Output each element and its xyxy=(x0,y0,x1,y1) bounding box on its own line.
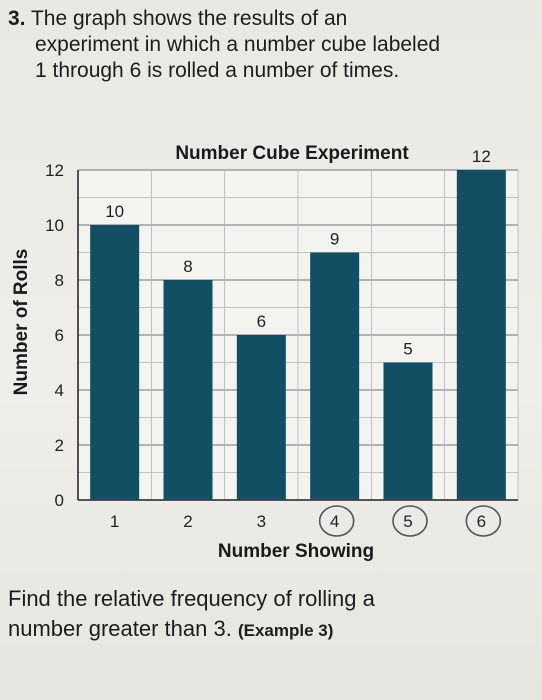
bar xyxy=(236,335,286,500)
y-tick-label: 4 xyxy=(55,381,64,400)
pen-circle-mark xyxy=(465,505,502,537)
x-axis-label: Number Showing xyxy=(218,541,374,562)
x-tick-label: 3 xyxy=(257,512,266,531)
question-number: 3. xyxy=(8,7,26,30)
data-label: 9 xyxy=(330,230,339,249)
bar xyxy=(456,170,506,500)
chart-data-labels: 10 8 6 9 5 12 xyxy=(105,147,491,359)
x-tick-label: 2 xyxy=(183,512,192,531)
chart-bars xyxy=(90,170,506,500)
y-tick-label: 2 xyxy=(55,436,64,455)
data-label: 5 xyxy=(403,340,412,359)
chart-grid xyxy=(77,169,519,501)
prompt-text: Find the relative frequency of rolling a… xyxy=(8,584,528,646)
x-tick-label: 5 xyxy=(403,512,412,531)
y-axis-label: Number of Rolls xyxy=(11,249,32,396)
question-text: 3. The graph shows the results of an exp… xyxy=(8,6,528,84)
x-tick-label: 1 xyxy=(110,512,119,531)
prompt-line-1: Find the relative frequency of rolling a xyxy=(8,586,375,611)
example-reference: (Example 3) xyxy=(237,621,334,640)
question-line-2: experiment in which a number cube labele… xyxy=(35,33,441,56)
data-label: 6 xyxy=(257,312,266,331)
y-tick-label: 12 xyxy=(45,161,64,180)
question-line-1-text: The graph shows the results of an xyxy=(30,7,348,30)
bar xyxy=(383,362,433,500)
bar xyxy=(310,252,360,500)
y-tick-label: 8 xyxy=(55,271,64,290)
prompt-line-2-text: number greater than 3. xyxy=(8,616,232,641)
x-tick-label: 6 xyxy=(477,512,486,531)
data-label: 8 xyxy=(183,257,192,276)
question-line-3: 1 through 6 is rolled a number of times. xyxy=(35,59,400,82)
x-tick-label: 4 xyxy=(330,512,339,531)
data-label: 10 xyxy=(105,202,124,221)
chart-title: Number Cube Experiment xyxy=(175,143,409,164)
y-tick-label: 6 xyxy=(55,326,64,345)
question-line-1: 3. The graph shows the results of an xyxy=(8,6,528,32)
prompt-line-2: number greater than 3. (Example 3) xyxy=(8,616,333,641)
bar-chart: Number Cube Experiment Number of Rolls N… xyxy=(11,143,519,562)
data-label: 12 xyxy=(472,147,491,166)
bar xyxy=(90,225,140,500)
y-tick-label: 0 xyxy=(55,491,64,510)
bar xyxy=(163,280,213,500)
pen-circle-mark xyxy=(392,505,428,537)
pen-circle-mark xyxy=(318,505,355,537)
y-tick-label: 10 xyxy=(45,216,64,235)
